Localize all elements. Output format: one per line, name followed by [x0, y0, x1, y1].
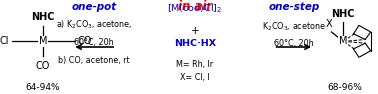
Text: one-step: one-step: [268, 2, 319, 12]
Text: b) CO, acetone, rt: b) CO, acetone, rt: [59, 56, 130, 65]
Text: CO: CO: [36, 61, 50, 71]
Text: NHC: NHC: [31, 12, 55, 22]
Text: a) K$_2$CO$_3$, acetone,: a) K$_2$CO$_3$, acetone,: [56, 19, 132, 31]
Text: M: M: [39, 36, 47, 46]
Text: CO: CO: [77, 36, 91, 46]
Text: M= Rh, Ir: M= Rh, Ir: [177, 60, 214, 69]
Text: K$_2$CO$_3$, acetone: K$_2$CO$_3$, acetone: [262, 21, 326, 33]
Text: NHC: NHC: [332, 9, 355, 19]
Text: 64-94%: 64-94%: [26, 83, 60, 92]
Text: X: X: [325, 19, 332, 29]
Text: M: M: [339, 36, 347, 46]
Text: Cl: Cl: [0, 36, 9, 46]
Text: X= Cl, I: X= Cl, I: [180, 73, 210, 82]
Text: one-pot: one-pot: [71, 2, 117, 12]
Text: 68-96%: 68-96%: [328, 83, 363, 92]
Text: 60°C, 20h: 60°C, 20h: [274, 39, 314, 49]
Text: NHC·HX: NHC·HX: [174, 39, 216, 49]
Text: +: +: [191, 26, 199, 36]
Text: 60°C, 20h: 60°C, 20h: [74, 38, 114, 47]
Text: [M(cod)Cl]$_2$: [M(cod)Cl]$_2$: [167, 3, 222, 15]
Text: in air: in air: [178, 0, 212, 13]
